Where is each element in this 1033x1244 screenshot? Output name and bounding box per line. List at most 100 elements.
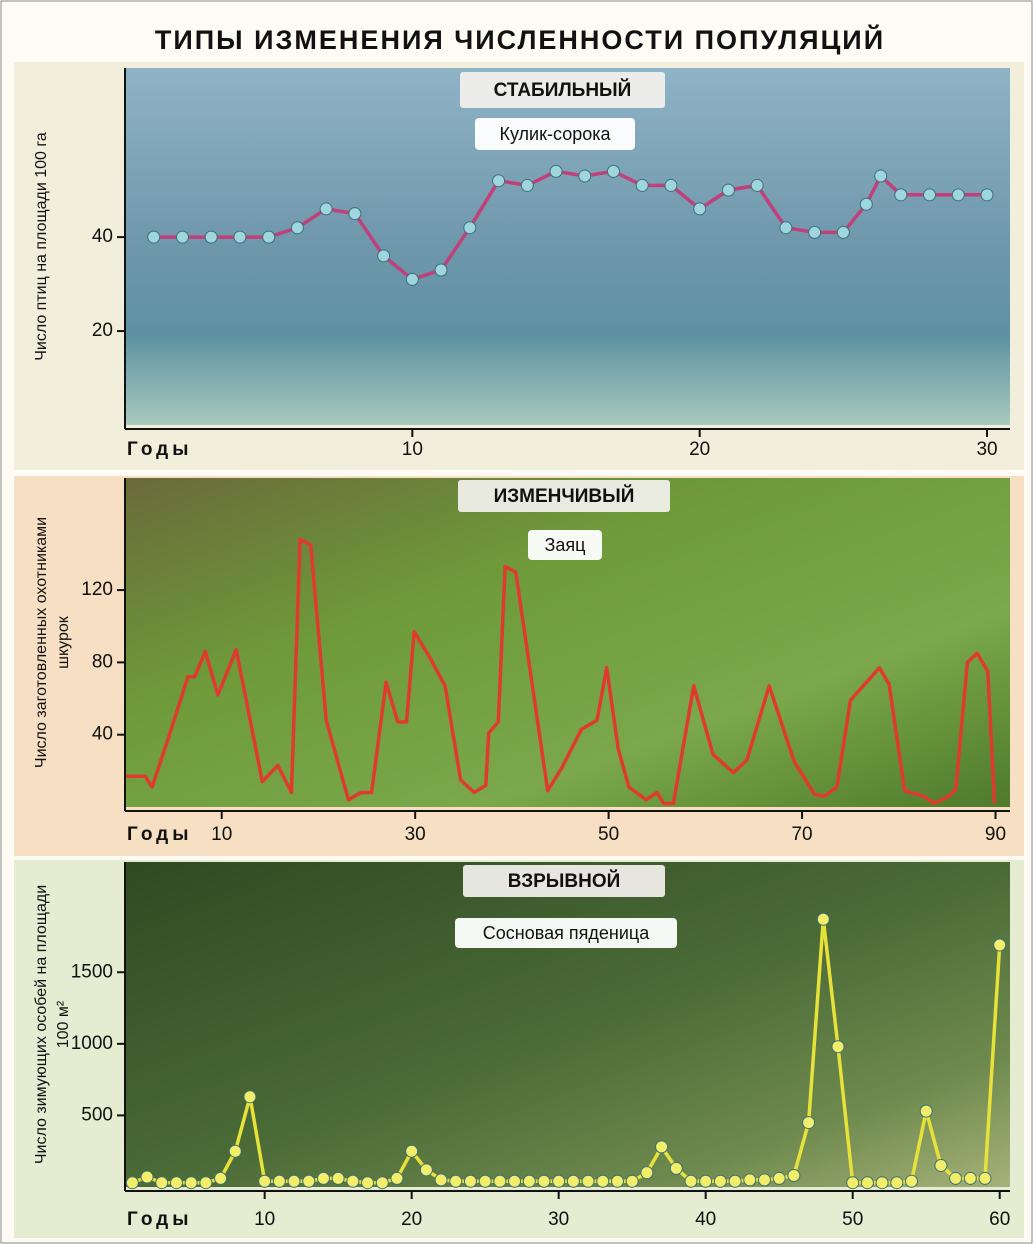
data-point bbox=[361, 1176, 375, 1190]
data-point bbox=[377, 249, 391, 263]
data-point bbox=[664, 178, 678, 192]
y-tick-label: 20 bbox=[92, 320, 113, 341]
data-point bbox=[549, 164, 563, 178]
data-point bbox=[155, 1176, 169, 1190]
y-tick-label: 1000 bbox=[71, 1033, 113, 1054]
data-point bbox=[463, 1174, 477, 1188]
x-tick-label: 50 bbox=[842, 1209, 863, 1230]
y-axis-label: 100 м² bbox=[55, 1000, 72, 1048]
data-point bbox=[492, 174, 506, 188]
data-point bbox=[606, 164, 620, 178]
x-axis-label: Годы bbox=[127, 439, 192, 460]
data-point bbox=[980, 188, 994, 202]
data-point bbox=[434, 1173, 448, 1187]
x-tick-label: 30 bbox=[976, 439, 997, 460]
y-tick-label: 1500 bbox=[71, 961, 113, 982]
data-point bbox=[816, 912, 830, 926]
x-tick-label: 60 bbox=[989, 1209, 1010, 1230]
data-point bbox=[779, 221, 793, 235]
data-point bbox=[978, 1171, 992, 1185]
data-point bbox=[184, 1176, 198, 1190]
data-point bbox=[522, 1174, 536, 1188]
data-point bbox=[860, 1176, 874, 1190]
section-title-box bbox=[458, 480, 670, 512]
data-point bbox=[478, 1174, 492, 1188]
y-tick-label: 120 bbox=[81, 579, 113, 600]
data-point bbox=[836, 225, 850, 239]
data-point bbox=[463, 221, 477, 235]
y-tick-label: 80 bbox=[92, 651, 113, 672]
data-point bbox=[846, 1176, 860, 1190]
data-point bbox=[493, 1174, 507, 1188]
data-point bbox=[316, 1171, 330, 1185]
data-point bbox=[520, 178, 534, 192]
section-title: ИЗМЕНЧИВЫЙ bbox=[494, 485, 635, 507]
annotation-box bbox=[455, 918, 677, 948]
data-point bbox=[934, 1159, 948, 1173]
x-tick-label: 70 bbox=[791, 824, 812, 845]
data-point bbox=[287, 1174, 301, 1188]
data-point bbox=[390, 1171, 404, 1185]
data-point bbox=[169, 1176, 183, 1190]
data-point bbox=[596, 1174, 610, 1188]
data-point bbox=[728, 1174, 742, 1188]
data-point bbox=[713, 1174, 727, 1188]
data-point bbox=[199, 1176, 213, 1190]
y-axis-label: Число зимующих особей на площади bbox=[33, 885, 50, 1164]
x-tick-label: 20 bbox=[401, 1209, 422, 1230]
data-point bbox=[449, 1174, 463, 1188]
y-axis-label: Число заготовленных охотниками bbox=[33, 517, 50, 768]
data-point bbox=[949, 1171, 963, 1185]
data-point bbox=[243, 1090, 257, 1104]
data-point bbox=[772, 1171, 786, 1185]
data-point bbox=[346, 1174, 360, 1188]
data-point bbox=[125, 1176, 139, 1190]
data-point bbox=[419, 1163, 433, 1177]
data-point bbox=[175, 230, 189, 244]
data-point bbox=[684, 1174, 698, 1188]
x-tick-label: 90 bbox=[985, 824, 1006, 845]
data-point bbox=[434, 263, 448, 277]
data-point bbox=[743, 1173, 757, 1187]
section-title: ВЗРЫВНОЙ bbox=[508, 870, 621, 892]
data-point bbox=[905, 1174, 919, 1188]
annotation: Заяц bbox=[545, 535, 586, 555]
data-point bbox=[147, 230, 161, 244]
data-point bbox=[405, 272, 419, 286]
data-point bbox=[787, 1169, 801, 1183]
data-point bbox=[699, 1174, 713, 1188]
data-point bbox=[302, 1174, 316, 1188]
annotation-box bbox=[528, 530, 602, 560]
data-point bbox=[581, 1174, 595, 1188]
annotation: Сосновая пяденица bbox=[483, 923, 650, 943]
x-tick-label: 10 bbox=[211, 824, 232, 845]
data-point bbox=[508, 1174, 522, 1188]
section-title: СТАБИЛЬНЫЙ bbox=[494, 79, 632, 101]
data-point bbox=[963, 1171, 977, 1185]
data-point bbox=[874, 169, 888, 183]
data-point bbox=[669, 1161, 683, 1175]
data-point bbox=[923, 188, 937, 202]
x-axis-label: Годы bbox=[127, 1209, 192, 1230]
data-point bbox=[875, 1176, 889, 1190]
data-point bbox=[894, 188, 908, 202]
y-tick-label: 500 bbox=[81, 1104, 113, 1125]
data-point bbox=[566, 1174, 580, 1188]
x-tick-label: 30 bbox=[548, 1209, 569, 1230]
data-point bbox=[750, 178, 764, 192]
data-point bbox=[951, 188, 965, 202]
x-axis-label: Годы bbox=[127, 824, 192, 845]
data-point bbox=[640, 1166, 654, 1180]
data-point bbox=[140, 1170, 154, 1184]
data-point bbox=[635, 178, 649, 192]
data-point bbox=[233, 230, 247, 244]
data-point bbox=[655, 1140, 669, 1154]
section-title-box bbox=[463, 865, 665, 897]
annotation: Кулик-сорока bbox=[499, 124, 611, 144]
data-point bbox=[808, 225, 822, 239]
x-tick-label: 20 bbox=[689, 439, 710, 460]
data-point bbox=[319, 202, 333, 216]
data-point bbox=[802, 1116, 816, 1130]
y-axis-label: Число птиц на площади 100 га bbox=[33, 132, 50, 361]
